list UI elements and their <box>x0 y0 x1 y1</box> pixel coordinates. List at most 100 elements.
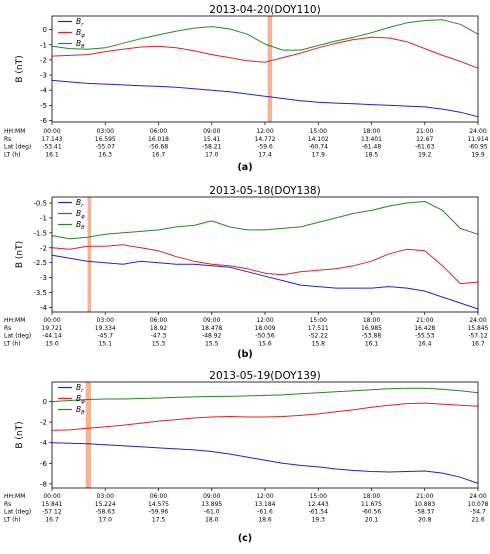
info-value: 11.914 <box>468 136 489 143</box>
info-row-label: LT (h) <box>4 516 21 523</box>
y-tick-label: -8 <box>40 480 47 488</box>
info-value: 16.7 <box>471 340 485 347</box>
info-value: 19.334 <box>95 325 116 332</box>
info-value: -53.41 <box>42 144 62 151</box>
series-line-b-theta <box>51 201 479 240</box>
info-value: -55.07 <box>96 144 116 151</box>
info-value: 17.511 <box>308 325 329 332</box>
x-tick-label: 21:00 <box>416 317 433 324</box>
info-value: -57.12 <box>42 509 62 516</box>
info-value: -60.56 <box>362 509 382 516</box>
x-tick-label: 21:00 <box>416 493 433 500</box>
y-tick-label: -1.5 <box>33 229 47 237</box>
legend-label: Bφ <box>76 209 85 220</box>
panel-caption: (c) <box>238 533 252 544</box>
info-value: -59.96 <box>149 509 169 516</box>
info-value: -61.6 <box>257 509 273 516</box>
x-tick-label: 03:00 <box>97 493 114 500</box>
info-value: 17.9 <box>312 151 326 158</box>
info-value: 17.5 <box>152 516 166 523</box>
info-value: 15.8 <box>312 340 326 347</box>
info-value: 18.478 <box>201 325 222 332</box>
info-value: 12.67 <box>416 136 433 143</box>
panel-caption: (a) <box>237 162 252 173</box>
x-tick-label: 18:00 <box>363 128 380 135</box>
y-axis-label: B (nT) <box>15 55 25 82</box>
info-value: 15.5 <box>205 340 219 347</box>
info-value: 16.428 <box>414 325 435 332</box>
info-value: 18.5 <box>365 151 379 158</box>
info-value: 19.3 <box>312 516 326 523</box>
y-tick-label: -0.5 <box>33 199 47 207</box>
y-tick-label: -4 <box>40 439 48 447</box>
chart-panel-2: 2013-05-18(DOY138) -4 -3.5 -3 -2.5 -2 -1.5 -1 -0… <box>4 185 489 360</box>
highlight-band <box>85 382 92 488</box>
x-tick-label: 09:00 <box>203 128 220 135</box>
x-tick-label: 06:00 <box>150 317 167 324</box>
info-value: 16.1 <box>45 151 59 158</box>
y-tick-label: -3 <box>40 274 47 282</box>
y-tick-label: -2 <box>40 56 47 64</box>
chart-title: 2013-05-19(DOY139) <box>209 370 320 382</box>
info-value: 15.3 <box>152 340 166 347</box>
y-axis-label: B (nT) <box>15 421 25 448</box>
info-value: 16.985 <box>361 325 382 332</box>
info-value: 16.7 <box>152 151 166 158</box>
info-value: 13.401 <box>361 136 382 143</box>
info-value: 15.845 <box>468 325 489 332</box>
info-value: 14.772 <box>255 136 276 143</box>
x-tick-label: 06:00 <box>150 128 167 135</box>
x-tick-label: 18:00 <box>363 317 380 324</box>
info-value: 16.3 <box>99 151 113 158</box>
x-tick-label: 03:00 <box>97 128 114 135</box>
legend-label: Br <box>76 17 84 28</box>
legend-label: Bθ <box>76 405 85 416</box>
info-value: 19.9 <box>471 151 485 158</box>
x-tick-label: 09:00 <box>203 493 220 500</box>
info-value: 18.009 <box>255 325 276 332</box>
y-tick-label: 0 <box>43 398 47 406</box>
info-value: 16.4 <box>418 340 432 347</box>
info-value: -52.22 <box>309 333 329 340</box>
info-row-label: Rs <box>4 325 11 332</box>
y-tick-label: -2 <box>40 419 47 427</box>
info-value: -58.37 <box>415 509 435 516</box>
x-tick-label: 21:00 <box>416 128 433 135</box>
info-value: -61.63 <box>415 144 435 151</box>
plot-frame <box>51 196 479 313</box>
x-tick-label: 24:00 <box>469 317 486 324</box>
y-tick-label: -6 <box>40 117 48 125</box>
y-tick-label: -1 <box>40 214 47 222</box>
info-value: 15.841 <box>42 501 63 508</box>
info-value: 19.721 <box>42 325 63 332</box>
info-value: -60.95 <box>468 144 488 151</box>
info-value: -50.56 <box>255 333 275 340</box>
series-line-b-theta <box>51 387 479 403</box>
x-tick-label: 15:00 <box>310 493 327 500</box>
info-value: -60.74 <box>309 144 329 151</box>
info-value: 15.41 <box>203 136 220 143</box>
chart-title: 2013-04-20(DOY110) <box>209 4 320 16</box>
info-row-label: Lat (deg) <box>4 509 31 516</box>
highlight-band <box>87 197 92 312</box>
x-tick-label: 00:00 <box>43 317 60 324</box>
info-row-label: HH:MM <box>4 128 25 135</box>
info-value: -47.3 <box>151 333 167 340</box>
info-value: -45.7 <box>97 333 113 340</box>
info-value: -59.6 <box>257 144 273 151</box>
info-value: 16.018 <box>148 136 169 143</box>
x-tick-label: 09:00 <box>203 317 220 324</box>
x-tick-label: 12:00 <box>256 128 273 135</box>
y-tick-label: 0 <box>43 26 47 34</box>
info-value: -58.63 <box>96 509 116 516</box>
info-value: 21.6 <box>471 516 485 523</box>
info-row-label: HH:MM <box>4 493 25 500</box>
legend-label: Bφ <box>76 28 85 39</box>
y-tick-label: -1 <box>40 41 47 49</box>
x-tick-label: 00:00 <box>43 128 60 135</box>
info-value: 16.7 <box>45 516 59 523</box>
info-row-label: Rs <box>4 136 11 143</box>
info-value: -61.48 <box>362 144 382 151</box>
y-tick-label: -2 <box>40 244 47 252</box>
legend-label: Bφ <box>76 394 85 405</box>
